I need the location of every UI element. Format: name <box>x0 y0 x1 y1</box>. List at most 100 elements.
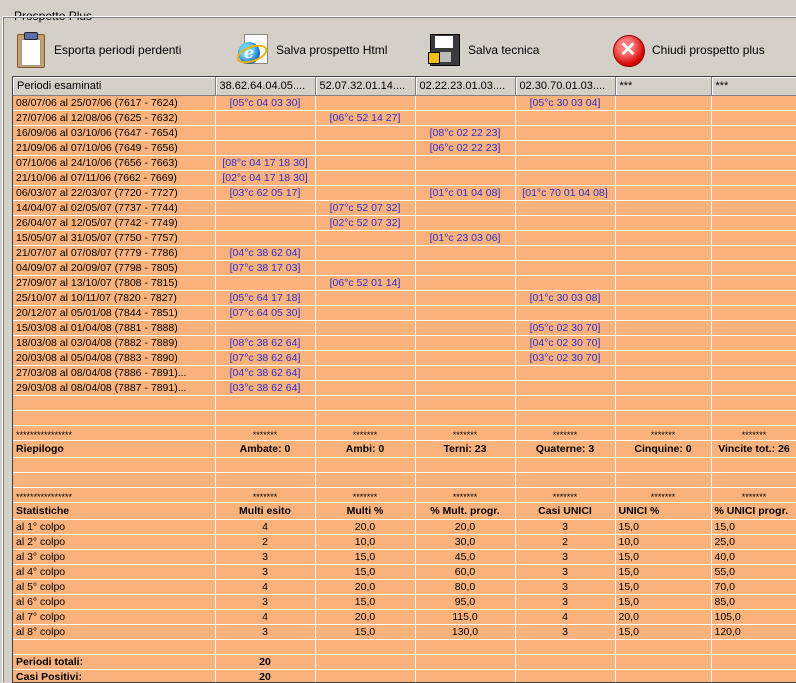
empty-cell <box>711 458 796 473</box>
empty-cell <box>515 458 615 473</box>
empty-cell <box>215 458 315 473</box>
result-cell <box>615 351 711 366</box>
stats-value: 55,0 <box>711 565 796 580</box>
result-cell <box>315 246 415 261</box>
stats-value: 10,0 <box>615 535 711 550</box>
period-cell: 08/07/06 al 25/07/06 (7617 - 7624) <box>13 96 215 111</box>
stars-cell: ******* <box>315 488 415 503</box>
stars-cell: ******* <box>711 488 796 503</box>
stats-value: 3 <box>515 580 615 595</box>
result-cell <box>615 111 711 126</box>
period-cell: 21/07/07 al 07/08/07 (7779 - 7786) <box>13 246 215 261</box>
stars-cell: ******* <box>215 426 315 441</box>
stats-value: 15,0 <box>711 520 796 535</box>
result-cell <box>515 246 615 261</box>
stats-value: 20,0 <box>315 520 415 535</box>
totals-value: 20 <box>215 655 315 670</box>
stats-value: 15,0 <box>615 565 711 580</box>
column-header[interactable]: Periodi esaminati <box>13 77 215 96</box>
empty-cell <box>615 640 711 655</box>
result-cell <box>415 276 515 291</box>
empty-cell <box>615 473 711 488</box>
stats-row-label: al 3° colpo <box>13 550 215 565</box>
result-cell <box>415 216 515 231</box>
close-prospetto-button[interactable]: ✕ Chiudi prospetto plus <box>612 30 765 70</box>
empty-row <box>13 473 796 488</box>
result-cell <box>415 321 515 336</box>
save-html-label: Salva prospetto Html <box>276 43 387 57</box>
stats-value: 4 <box>515 610 615 625</box>
stars-cell: ******* <box>615 426 711 441</box>
period-row: 08/07/06 al 25/07/06 (7617 - 7624)[05°c … <box>13 96 796 111</box>
result-cell <box>215 201 315 216</box>
empty-cell <box>215 396 315 411</box>
result-cell: [04°c 38 62 04] <box>215 246 315 261</box>
stats-value: 3 <box>215 565 315 580</box>
empty-cell <box>515 640 615 655</box>
period-cell: 15/03/08 al 01/04/08 (7881 - 7888) <box>13 321 215 336</box>
period-row: 18/03/08 al 03/04/08 (7882 - 7889)[08°c … <box>13 336 796 351</box>
result-cell <box>711 366 796 381</box>
result-cell: [01°c 23 03 06] <box>415 231 515 246</box>
save-technique-button[interactable]: Salva tecnica <box>428 30 539 70</box>
stars-cell: ******* <box>415 488 515 503</box>
period-cell: 18/03/08 al 03/04/08 (7882 - 7889) <box>13 336 215 351</box>
result-cell <box>711 231 796 246</box>
result-cell <box>315 291 415 306</box>
result-cell <box>515 111 615 126</box>
result-cell <box>711 276 796 291</box>
empty-cell <box>615 396 711 411</box>
column-header[interactable]: 38.62.64.04.05.... <box>215 77 315 96</box>
column-header[interactable]: 02.22.23.01.03.... <box>415 77 515 96</box>
result-cell <box>615 186 711 201</box>
stats-value: 95,0 <box>415 595 515 610</box>
stats-value: 85,0 <box>711 595 796 610</box>
result-cell <box>615 381 711 396</box>
result-cell <box>711 246 796 261</box>
result-cell <box>315 261 415 276</box>
result-cell: [07°c 38 17 03] <box>215 261 315 276</box>
column-header[interactable]: 02.30.70.01.03.... <box>515 77 615 96</box>
result-cell <box>515 156 615 171</box>
save-html-button[interactable]: e Salva prospetto Html <box>236 30 387 70</box>
internet-explorer-icon: e <box>236 32 268 68</box>
column-header[interactable]: *** <box>711 77 796 96</box>
empty-cell <box>315 655 415 670</box>
empty-cell <box>215 411 315 426</box>
result-cell <box>515 366 615 381</box>
stats-value: 15,0 <box>615 550 711 565</box>
result-cell <box>615 321 711 336</box>
result-cell <box>215 321 315 336</box>
result-cell: [02°c 52 07 32] <box>315 216 415 231</box>
result-cell <box>415 96 515 111</box>
result-cell <box>315 321 415 336</box>
stats-value: 3 <box>515 520 615 535</box>
export-losing-periods-button[interactable]: Esporta periodi perdenti <box>14 30 181 70</box>
stars-cell: ******* <box>711 426 796 441</box>
result-cell <box>615 306 711 321</box>
result-cell <box>315 366 415 381</box>
result-cell: [06°c 52 14 27] <box>315 111 415 126</box>
empty-cell <box>315 458 415 473</box>
empty-cell <box>315 411 415 426</box>
result-cell <box>415 336 515 351</box>
empty-row <box>13 458 796 473</box>
result-cell <box>315 156 415 171</box>
column-header[interactable]: 52.07.32.01.14.... <box>315 77 415 96</box>
period-cell: 06/03/07 al 22/03/07 (7720 - 7727) <box>13 186 215 201</box>
result-cell <box>515 381 615 396</box>
stats-value: 130,0 <box>415 625 515 640</box>
stats-value: 3 <box>515 595 615 610</box>
stats-header: Multi % <box>315 503 415 520</box>
period-row: 16/09/06 al 03/10/06 (7647 - 7654)[08°c … <box>13 126 796 141</box>
result-cell <box>315 231 415 246</box>
period-row: 21/07/07 al 07/08/07 (7779 - 7786)[04°c … <box>13 246 796 261</box>
result-cell <box>415 111 515 126</box>
result-cell <box>215 231 315 246</box>
stats-value: 15,0 <box>615 625 711 640</box>
period-row: 21/09/06 al 07/10/06 (7649 - 7656)[06°c … <box>13 141 796 156</box>
result-cell <box>215 111 315 126</box>
column-header[interactable]: *** <box>615 77 711 96</box>
